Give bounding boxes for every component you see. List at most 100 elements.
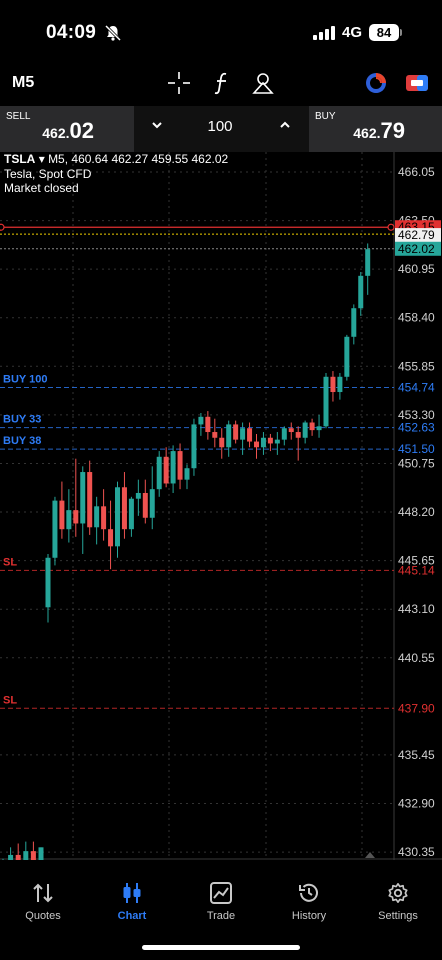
legend-description: Tesla, Spot CFD [4, 166, 92, 181]
candle-body [212, 432, 218, 438]
candle-body [316, 426, 322, 431]
candle-body [87, 472, 93, 528]
buy-button[interactable]: BUY 462.79 [309, 106, 442, 152]
chart-toolbar: M5 [0, 62, 442, 106]
order-line-label: SL [3, 694, 17, 706]
chart-candles-icon [123, 883, 141, 903]
nav-settings[interactable]: Settings [358, 882, 438, 922]
candle-body [80, 472, 86, 524]
chart-legend: TSLA ▾ M5, 460.64 462.27 459.55 462.02 T… [4, 152, 228, 196]
candle-body [128, 498, 134, 530]
candle-body [184, 468, 190, 480]
alert-line-handle-right [387, 223, 395, 231]
price-tag-label: 462.02 [398, 242, 435, 256]
candle-body [267, 437, 273, 444]
volume-increase-icon[interactable] [278, 118, 292, 132]
legend-symbol-line: TSLA ▾ M5, 460.64 462.27 459.55 462.02 [4, 152, 228, 167]
candle-body [30, 851, 36, 860]
order-line-label: BUY 33 [3, 414, 41, 426]
candle-body [156, 456, 162, 490]
price-tag-label: 451.50 [398, 442, 435, 456]
candle-body [254, 441, 259, 448]
nav-history[interactable]: History [269, 882, 349, 922]
price-tag-bg [395, 228, 441, 243]
y-tick-label: 448.20 [398, 505, 435, 519]
quotes-icon [33, 883, 53, 903]
sell-button[interactable]: SELL 462.02 [0, 106, 134, 152]
nav-quotes-label: Quotes [25, 910, 61, 922]
candle-body [115, 487, 120, 547]
order-line-label: SL [3, 556, 17, 568]
candle-body [23, 851, 29, 860]
legend-dropdown-icon[interactable]: ▾ [38, 152, 45, 166]
candle-body [240, 428, 246, 440]
indicators-icon[interactable] [209, 70, 235, 96]
candle-body [66, 510, 72, 530]
status-time: 04:09 [46, 22, 97, 43]
y-tick-label: 450.75 [398, 456, 435, 470]
candle-body [38, 847, 44, 860]
price-tag-label: 454.74 [398, 380, 435, 394]
y-tick-label: 466.05 [398, 165, 435, 179]
y-tick-label: 455.85 [398, 359, 435, 373]
candle-body [94, 506, 100, 528]
candle-body [288, 428, 294, 433]
candle-body [247, 428, 253, 442]
order-line-label: BUY 38 [3, 435, 41, 447]
candle-body [8, 854, 14, 860]
nav-trade-label: Trade [206, 910, 236, 922]
legend-symbol[interactable]: TSLA [4, 152, 36, 166]
candle-body [219, 437, 225, 448]
candle-body [233, 424, 239, 440]
candle-body [337, 376, 343, 393]
timeframe-button[interactable]: M5 [12, 74, 35, 91]
battery-tip [400, 29, 402, 36]
price-tag-bg [395, 241, 441, 256]
legend-ohlc: M5, 460.64 462.27 459.55 462.02 [48, 152, 229, 166]
one-click-trade-panel: SELL 462.02 100 BUY 462.79 [0, 106, 442, 152]
candle-body [205, 416, 211, 433]
volume-input[interactable]: 100 [207, 118, 233, 135]
price-tag-label: 437.90 [398, 701, 435, 715]
candle-body [274, 439, 280, 444]
one-click-trading-icon[interactable] [363, 70, 389, 96]
bell-muted-icon [104, 24, 122, 42]
candle-body [45, 557, 51, 608]
volume-decrease-icon[interactable] [150, 118, 164, 132]
alert-line-handle-left [0, 223, 5, 231]
candle-body [330, 376, 336, 393]
buy-price: 462.79 [353, 118, 405, 143]
home-indicator [142, 945, 300, 950]
candle-body [365, 249, 371, 276]
crosshair-icon[interactable] [166, 70, 192, 96]
nav-quotes[interactable]: Quotes [3, 882, 83, 922]
candle-body [191, 424, 197, 469]
battery-icon: 84 [369, 24, 399, 41]
nav-trade[interactable]: Trade [181, 882, 261, 922]
objects-icon[interactable] [250, 70, 276, 96]
candle-body [163, 456, 169, 484]
candle-body [309, 422, 315, 431]
y-tick-label: 440.55 [398, 651, 435, 665]
candle-body [323, 376, 329, 427]
y-tick-label: 432.90 [398, 797, 435, 811]
price-tag-label: 452.63 [398, 421, 435, 435]
candle-body [170, 451, 176, 484]
scroll-to-end-icon [365, 852, 375, 858]
status-bar: 04:09 4G 84 [0, 0, 442, 62]
trade-panel-toggle-icon[interactable] [404, 70, 430, 96]
candle-body [226, 424, 232, 448]
price-chart[interactable]: 466.05463.50460.95458.40455.85453.30450.… [0, 152, 442, 860]
candle-body [281, 428, 287, 440]
gear-icon [388, 883, 408, 903]
sell-price: 462.02 [42, 118, 94, 143]
candle-body [108, 529, 114, 547]
candle-body [142, 492, 148, 518]
order-line-label: BUY 100 [3, 373, 47, 385]
price-tag-label: 462.79 [398, 228, 435, 242]
nav-chart[interactable]: Chart [92, 882, 172, 922]
nav-history-label: History [291, 910, 327, 922]
history-icon [299, 883, 318, 902]
trade-icon [210, 882, 232, 904]
y-tick-label: 458.40 [398, 311, 435, 325]
